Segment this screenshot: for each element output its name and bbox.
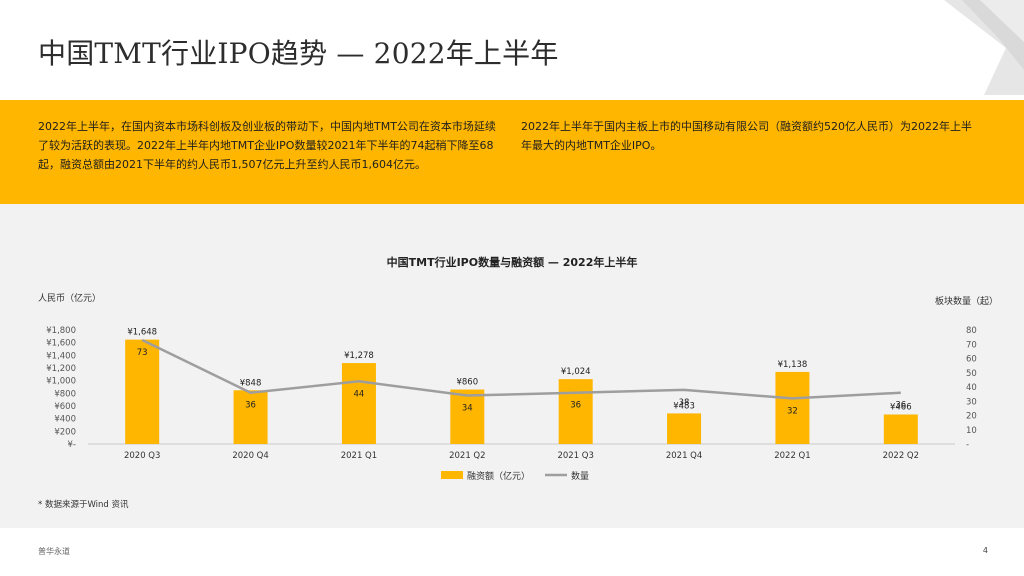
count-value-label-4: 36 [570,401,581,411]
bar-4 [558,379,593,444]
labels-layer: ¥1,648 ¥848 ¥1,278 ¥860 ¥1,024 ¥483 ¥1,138 ¥466… [127,328,911,417]
corner-shape-3 [980,0,1024,42]
bar-value-label-6: ¥1,138 [778,360,808,370]
left-axis-tick-9: ¥1,800 [46,326,76,336]
bars-layer [125,339,918,444]
count-value-label-0: 73 [137,348,148,358]
left-axis-tick-8: ¥1,600 [46,339,76,349]
legend-line-label: 数量 [571,470,589,482]
bar-5 [667,413,702,444]
bar-6 [775,371,810,444]
x-axis-tick-7: 2022 Q2 [883,451,919,461]
right-axis-tick-6: 60 [966,355,977,365]
count-value-label-3: 34 [462,404,473,414]
summary-text-right: 2022年上半年于国内主板上市的中国移动有限公司（融资额约520亿人民币）为20… [521,120,972,152]
x-axis-tick-3: 2021 Q2 [449,451,485,461]
chart-panel [0,204,1024,528]
bar-value-label-7: ¥466 [890,402,912,412]
right-axis-label: 板块数量（起） [935,295,998,307]
x-axis-tick-5: 2021 Q4 [666,451,702,461]
legend-bar-label: 融资额（亿元） [467,470,530,482]
legend-bar-swatch [441,471,463,479]
count-value-label-1: 36 [245,401,256,411]
axes-layer: ¥- ¥200 ¥400 ¥600 ¥800 ¥1,000 ¥1,200 ¥1,400 ¥1,6… [46,326,977,461]
left-axis-tick-3: ¥600 [54,402,76,412]
summary-banner: 2022年上半年，在国内资本市场科创板及创业板的带动下，中国内地TMT公司在资本… [0,100,1024,204]
bar-value-label-1: ¥848 [240,378,262,388]
summary-text-left: 2022年上半年，在国内资本市场科创板及创业板的带动下，中国内地TMT公司在资本… [38,120,496,171]
x-axis-tick-2: 2021 Q1 [341,451,377,461]
bar-value-label-0: ¥1,648 [127,328,157,338]
count-line [141,338,901,400]
left-axis-tick-4: ¥800 [54,389,76,399]
bar-1 [233,390,268,444]
left-axis-tick-1: ¥200 [54,427,76,437]
right-axis-tick-4: 40 [966,383,977,393]
bar-0 [125,339,160,444]
line-layer [141,338,901,400]
left-axis-tick-0: ¥- [68,440,76,450]
bar-2 [341,363,376,444]
source-note: * 数据来源于Wind 资讯 [38,499,129,510]
x-axis-tick-1: 2020 Q4 [232,451,268,461]
left-axis-tick-7: ¥1,400 [46,351,76,361]
count-value-label-6: 32 [787,406,798,416]
right-axis-tick-1: 10 [966,426,977,436]
left-axis-tick-5: ¥1,000 [46,377,76,387]
x-axis-tick-0: 2020 Q3 [124,451,160,461]
count-value-label-5: 38 [679,398,690,408]
bar-value-label-3: ¥860 [456,378,478,388]
bar-value-label-4: ¥1,024 [561,367,591,377]
right-axis-tick-0: - [966,440,969,450]
page-number: 4 [982,546,988,555]
bar-value-label-2: ¥1,278 [344,351,374,361]
ipo-chart: 中国TMT行业IPO数量与融资额 — 2022年上半年 人民币（亿元） 板块数量… [38,255,998,510]
left-axis-tick-6: ¥1,200 [46,364,76,374]
slide-title: 中国TMT行业IPO趋势 — 2022年上半年 [38,37,559,70]
chart-legend: 融资额（亿元） 数量 [441,470,589,482]
x-axis-tick-4: 2021 Q3 [557,451,593,461]
bar-7 [883,414,918,444]
left-axis-label: 人民币（亿元） [38,292,101,304]
right-axis-tick-2: 20 [966,412,977,422]
x-axis-tick-6: 2022 Q1 [774,451,810,461]
bar-3 [450,389,485,444]
right-axis-tick-5: 50 [966,369,977,379]
left-axis-tick-2: ¥400 [54,415,76,425]
right-axis-tick-8: 80 [966,326,977,336]
count-value-label-7: 36 [895,401,906,411]
chart-title: 中国TMT行业IPO数量与融资额 — 2022年上半年 [387,255,638,269]
footer-brand: 普华永道 [38,547,70,556]
corner-decoration [944,0,1024,95]
right-axis-tick-3: 30 [966,397,977,407]
bar-value-label-5: ¥483 [673,401,695,411]
count-value-label-2: 44 [354,389,365,399]
right-axis-tick-7: 70 [966,340,977,350]
